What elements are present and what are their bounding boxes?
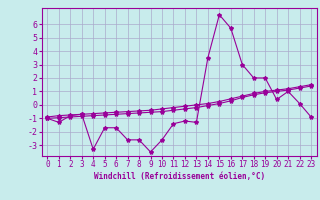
X-axis label: Windchill (Refroidissement éolien,°C): Windchill (Refroidissement éolien,°C) xyxy=(94,172,265,181)
